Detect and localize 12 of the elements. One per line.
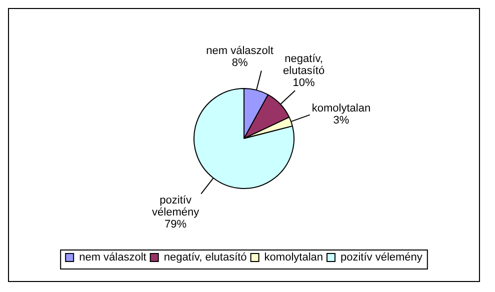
slice-label: negatív, elutasító <box>283 53 325 78</box>
data-label: 10% <box>292 77 316 90</box>
data-label: 3% <box>333 114 350 126</box>
legend-label: pozitív vélemény <box>340 252 423 264</box>
slice-label: nem válaszolt <box>206 45 274 58</box>
legend-label: negatív, elutasító <box>164 252 247 264</box>
slice-label: komolytalan <box>312 102 371 114</box>
data-label: 79% <box>164 218 187 230</box>
data-label: 8% <box>232 57 248 70</box>
legend-label: komolytalan <box>264 252 323 264</box>
slice-label: pozitív vélemény <box>152 194 200 218</box>
legend-label: nem válaszolt <box>79 252 146 264</box>
